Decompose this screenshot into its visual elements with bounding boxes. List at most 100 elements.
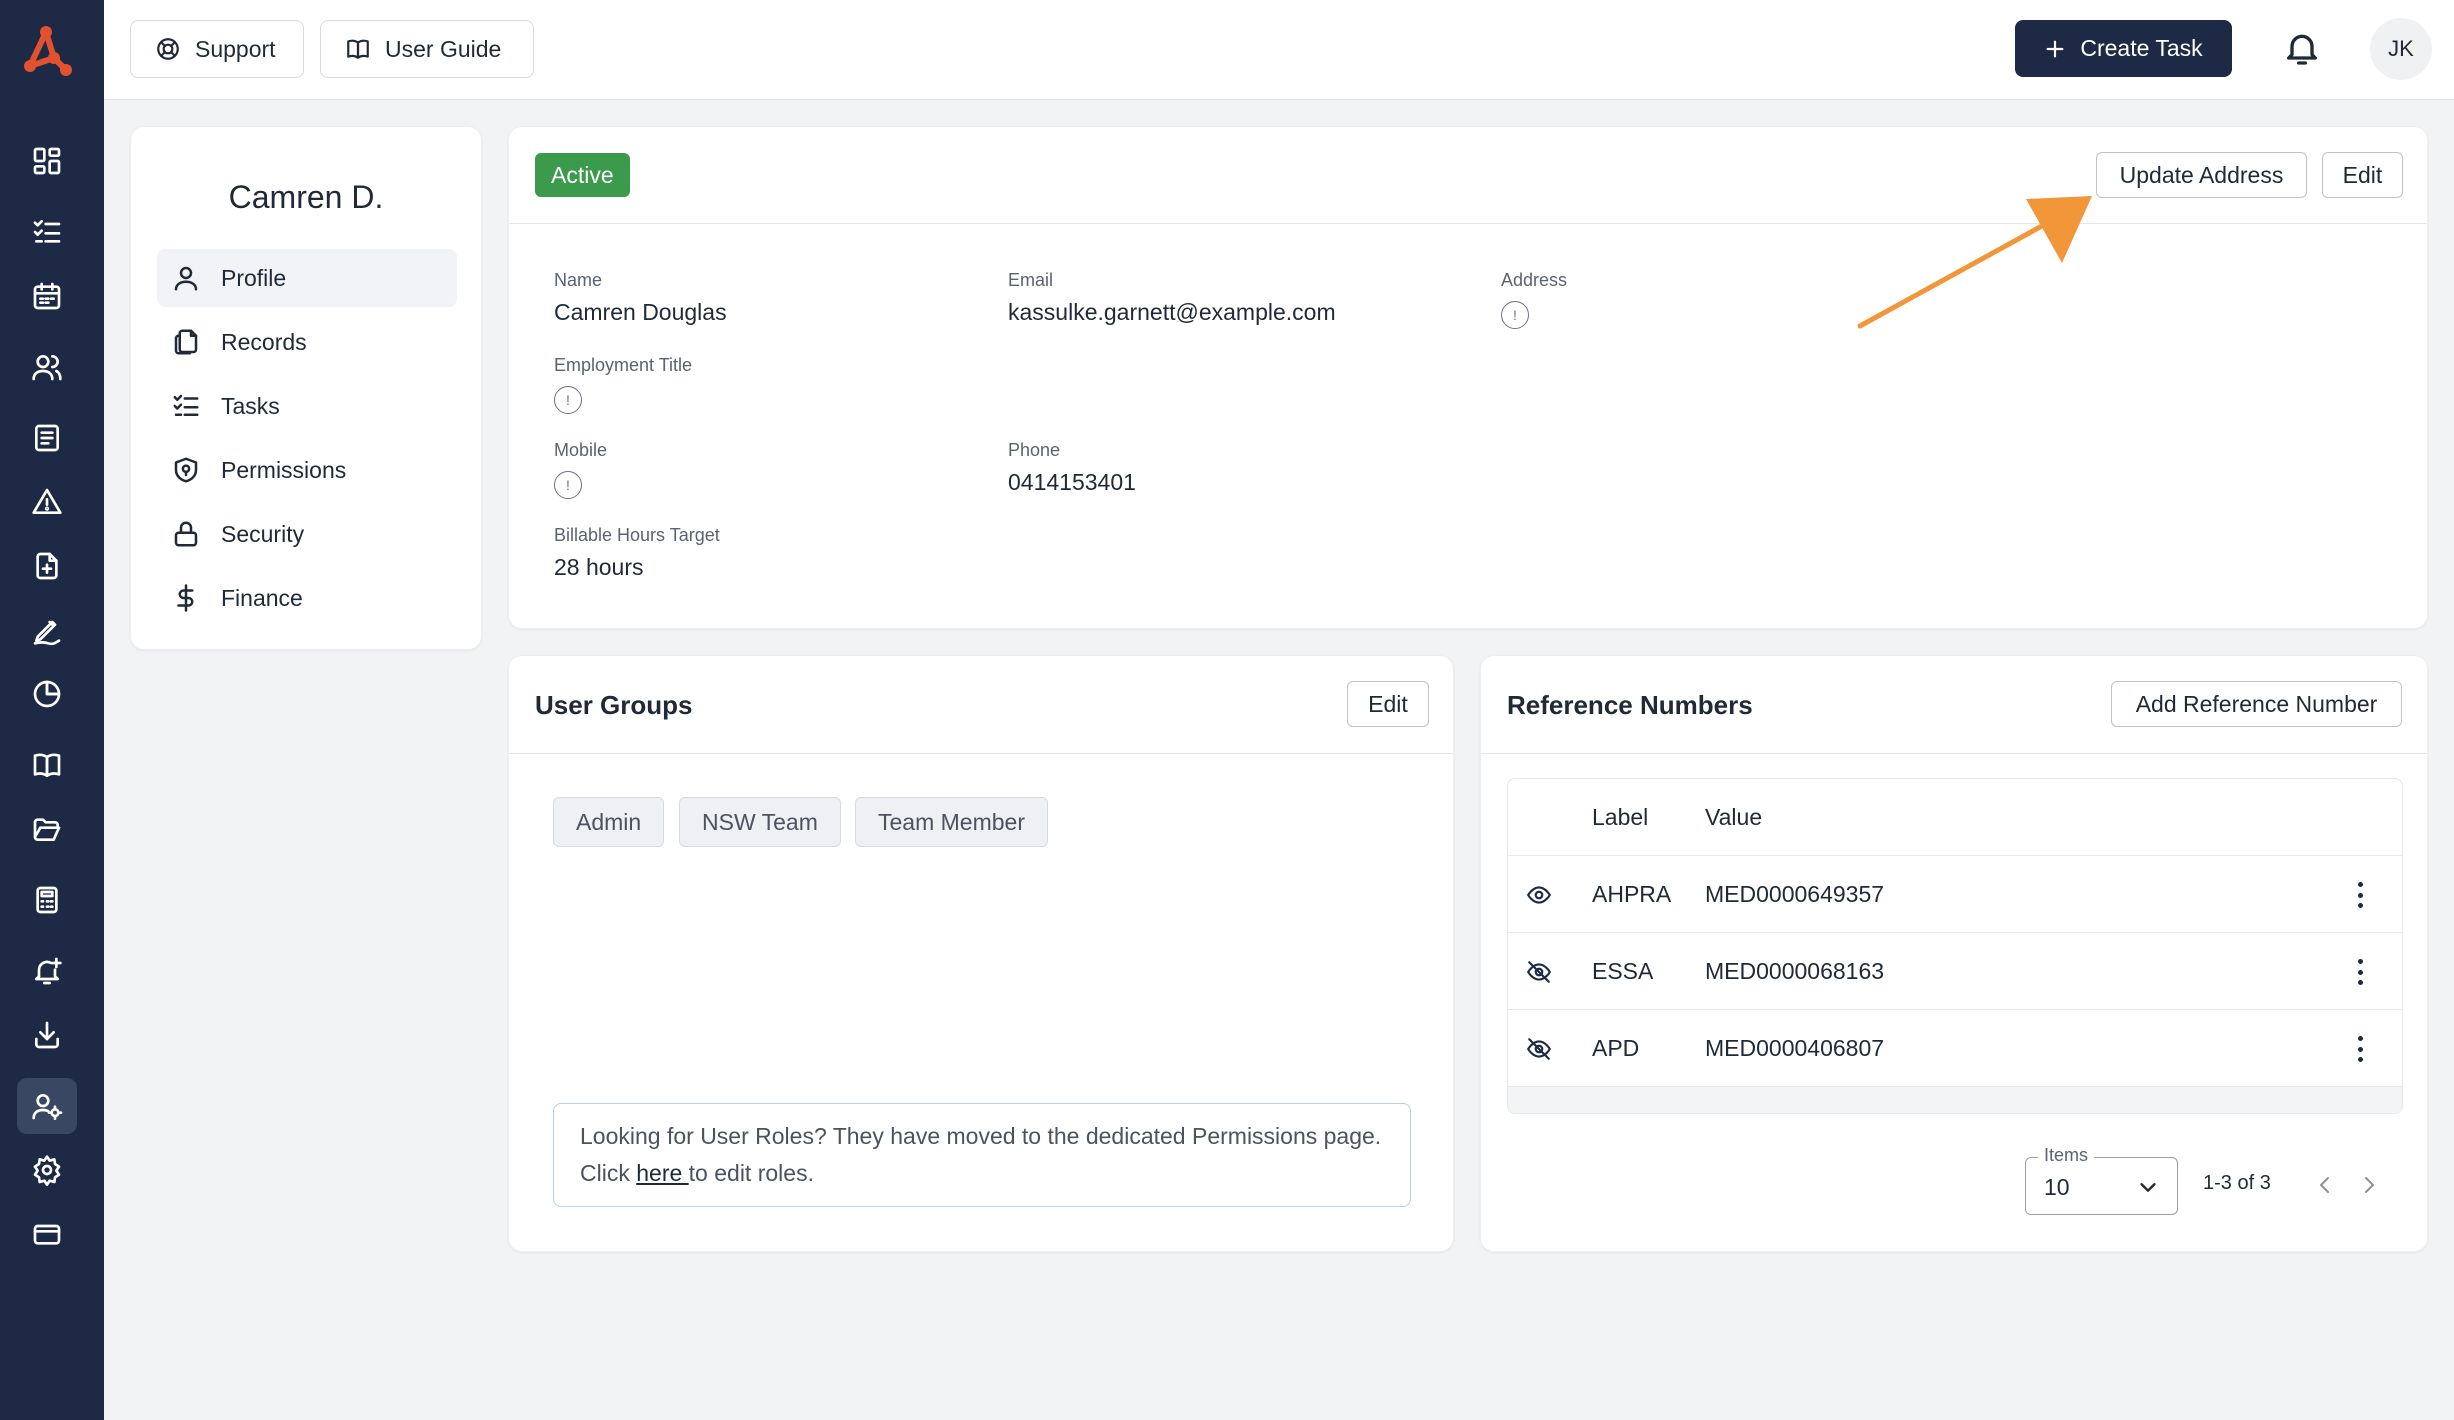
nav-settings[interactable] xyxy=(17,1142,77,1198)
nav-billing[interactable] xyxy=(17,1206,77,1262)
chevron-down-icon xyxy=(2140,1183,2156,1192)
avatar[interactable]: JK xyxy=(2370,18,2432,80)
items-caption: Items xyxy=(2038,1145,2095,1166)
nav-users[interactable] xyxy=(17,339,77,395)
nav-calendar[interactable] xyxy=(17,268,77,324)
items-per-page-select[interactable]: Items 10 xyxy=(2025,1145,2178,1215)
nav-user-settings[interactable] xyxy=(17,1078,77,1134)
nav-documents[interactable] xyxy=(17,538,77,594)
profile-nav-label: Profile xyxy=(221,264,287,291)
table-footer-strip xyxy=(1508,1087,2402,1113)
billable-hours-value: 28 hours xyxy=(554,554,644,580)
items-value: 10 xyxy=(2044,1174,2070,1200)
nav-forms[interactable] xyxy=(17,410,77,466)
row-menu-button[interactable] xyxy=(2356,1036,2364,1062)
user-guide-button[interactable]: User Guide xyxy=(320,20,534,78)
info-icon: ! xyxy=(1501,301,1529,329)
info-icon: ! xyxy=(554,471,582,499)
profile-nav-permissions[interactable]: Permissions xyxy=(157,441,457,499)
nav-alerts[interactable] xyxy=(17,943,77,999)
column-header-label: Label xyxy=(1592,804,1649,830)
add-reference-number-button[interactable]: Add Reference Number xyxy=(2111,681,2402,727)
profile-nav-tasks[interactable]: Tasks xyxy=(157,377,457,435)
nav-reports[interactable] xyxy=(17,666,77,722)
profile-nav-security[interactable]: Security xyxy=(157,505,457,563)
visibility-toggle[interactable] xyxy=(1526,933,1552,1010)
prev-page-button[interactable] xyxy=(2315,1174,2335,1196)
nav-files[interactable] xyxy=(17,801,77,857)
group-chip-admin: Admin xyxy=(553,797,665,847)
name-field: Name Camren Douglas xyxy=(554,270,727,326)
user-icon xyxy=(174,266,198,291)
credit-card-icon xyxy=(33,1224,61,1245)
profile-nav-label: Records xyxy=(221,328,307,355)
profile-nav-label: Finance xyxy=(221,584,303,611)
nav-downloads[interactable] xyxy=(17,1007,77,1063)
row-label: APD xyxy=(1592,1035,1640,1061)
mobile-field: Mobile ! xyxy=(554,440,607,499)
eye-off-icon xyxy=(1527,1037,1551,1060)
details-header: Active Update Address Edit xyxy=(509,127,2427,224)
dollar-icon xyxy=(177,584,194,612)
app-logo[interactable] xyxy=(14,22,78,82)
nav-incidents[interactable] xyxy=(17,474,77,530)
lifebuoy-icon xyxy=(157,38,179,60)
download-icon xyxy=(35,1021,59,1049)
notifications-button[interactable] xyxy=(2282,28,2322,68)
profile-nav-finance[interactable]: Finance xyxy=(157,569,457,627)
user-groups-card: User Groups Edit Admin NSW Team Team Mem… xyxy=(508,655,1454,1252)
user-groups-header: User Groups Edit xyxy=(509,656,1453,754)
name-value: Camren Douglas xyxy=(554,299,727,325)
shield-icon xyxy=(174,457,198,483)
table-row: AHPRA MED0000649357 xyxy=(1508,856,2402,933)
status-badge: Active xyxy=(535,153,630,197)
update-address-button[interactable]: Update Address xyxy=(2096,152,2307,198)
email-value: kassulke.garnett@example.com xyxy=(1008,299,1336,325)
nav-tasks[interactable] xyxy=(17,204,77,260)
edit-groups-button[interactable]: Edit xyxy=(1347,681,1429,727)
book-icon xyxy=(33,753,61,777)
phone-field: Phone 0414153401 xyxy=(1008,440,1136,496)
row-menu-button[interactable] xyxy=(2356,882,2364,908)
bell-icon xyxy=(2287,34,2317,65)
profile-name: Camren D. xyxy=(228,179,384,215)
nav-library[interactable] xyxy=(17,737,77,793)
user-roles-notice: Looking for User Roles? They have moved … xyxy=(553,1103,1411,1207)
create-task-button[interactable]: Create Task xyxy=(2015,20,2232,77)
reference-numbers-card: Reference Numbers Add Reference Number L… xyxy=(1480,655,2428,1252)
nav-dashboard[interactable] xyxy=(17,133,77,189)
info-icon: ! xyxy=(554,386,582,414)
app-sidebar xyxy=(0,0,104,1420)
profile-nav-records[interactable]: Records xyxy=(157,313,457,371)
create-task-label: Create Task xyxy=(2080,35,2203,61)
nav-calculator[interactable] xyxy=(17,872,77,928)
column-header-value: Value xyxy=(1705,804,1763,830)
plus-icon xyxy=(2046,40,2064,57)
profile-nav-label: Permissions xyxy=(221,456,347,483)
calculator-icon xyxy=(36,886,58,914)
users-icon xyxy=(32,355,62,381)
profile-nav-profile[interactable]: Profile xyxy=(157,249,457,307)
row-menu-button[interactable] xyxy=(2356,959,2364,985)
table-row: APD MED0000406807 xyxy=(1508,1010,2402,1087)
table-row: ESSA MED0000068163 xyxy=(1508,933,2402,1010)
nav-signatures[interactable] xyxy=(17,602,77,658)
visibility-toggle[interactable] xyxy=(1526,856,1552,933)
support-button[interactable]: Support xyxy=(130,20,304,78)
warning-icon xyxy=(32,488,62,514)
profile-nav-label: Security xyxy=(221,520,305,547)
records-icon xyxy=(174,329,198,355)
permissions-link[interactable]: here xyxy=(636,1160,689,1186)
visibility-toggle[interactable] xyxy=(1526,1010,1552,1087)
reference-numbers-header: Reference Numbers Add Reference Number xyxy=(1481,656,2427,754)
billable-hours-field: Billable Hours Target 28 hours xyxy=(554,525,720,581)
billable-hours-label: Billable Hours Target xyxy=(554,525,720,545)
phone-label: Phone xyxy=(1008,440,1061,460)
signature-icon xyxy=(33,620,61,646)
edit-details-button[interactable]: Edit xyxy=(2322,152,2403,198)
pie-chart-icon xyxy=(33,680,61,708)
next-page-button[interactable] xyxy=(2359,1174,2379,1196)
task-list-icon xyxy=(33,220,61,243)
row-label: ESSA xyxy=(1592,958,1654,984)
gear-icon xyxy=(33,1155,61,1186)
